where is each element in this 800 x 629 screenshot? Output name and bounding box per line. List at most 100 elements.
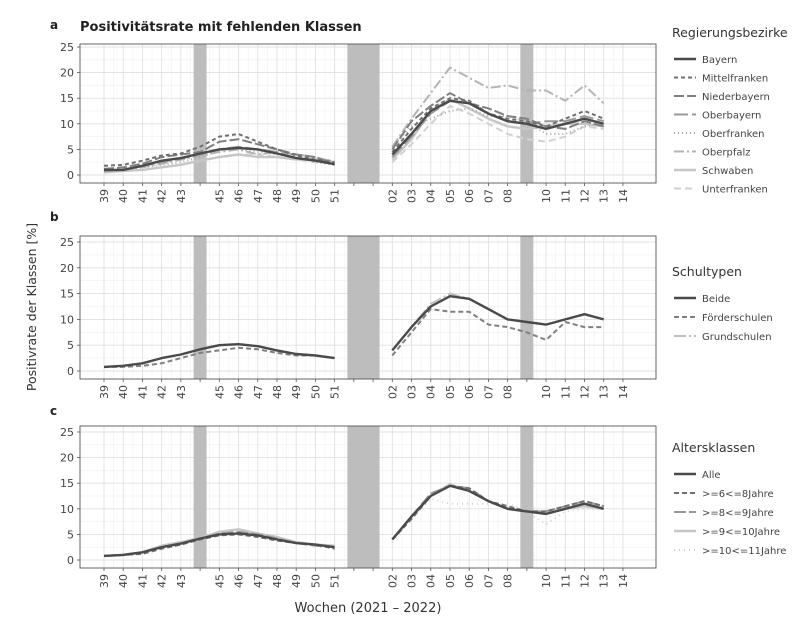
legend-item-label: Schwaben [702, 166, 753, 177]
x-tick-label: 05 [444, 574, 457, 588]
x-tick-label: 42 [156, 385, 169, 399]
series-line [103, 484, 605, 558]
missing-weeks-band [520, 236, 534, 379]
x-tick-label: 51 [329, 574, 342, 588]
series-line [104, 308, 604, 368]
legend-item-label: Oberpfalz [702, 148, 751, 159]
x-tick-label: 49 [290, 574, 303, 588]
x-tick-label: 41 [136, 189, 149, 203]
x-tick-label: 50 [309, 189, 322, 203]
y-tick-label: 0 [67, 365, 74, 378]
x-tick-label: 14 [617, 385, 630, 399]
y-tick-label: 5 [67, 528, 74, 541]
series-line [103, 295, 605, 369]
x-tick-label: 42 [156, 189, 169, 203]
x-tick-label: 10 [540, 385, 553, 399]
panel-letter: c [50, 404, 57, 418]
x-tick-label: 45 [213, 574, 226, 588]
y-tick-label: 15 [60, 92, 74, 105]
missing-weeks-band [520, 426, 534, 568]
y-tick-label: 20 [60, 262, 74, 275]
x-tick-label: 50 [309, 574, 322, 588]
x-tick-label: 06 [463, 385, 476, 399]
legend-item-label: Unterfranken [702, 185, 768, 196]
x-tick-label: 11 [559, 189, 572, 203]
x-tick-label: 03 [406, 189, 419, 203]
x-tick-label: 47 [252, 385, 265, 399]
x-tick-label: 39 [98, 385, 111, 399]
x-tick-label: 41 [136, 385, 149, 399]
x-tick-label: 50 [309, 385, 322, 399]
x-tick-label: 13 [598, 385, 611, 399]
x-tick-label: 42 [156, 574, 169, 588]
x-tick-label: 14 [617, 189, 630, 203]
x-tick-label: 04 [425, 189, 438, 203]
series-line [103, 92, 604, 170]
x-tick-label: 03 [406, 574, 419, 588]
y-tick-label: 10 [60, 503, 74, 516]
x-tick-label: 14 [617, 574, 630, 588]
plot-border [79, 235, 657, 380]
x-tick-label: 02 [386, 574, 399, 588]
legend-item-label: Bayern [702, 55, 737, 66]
x-tick-label: 46 [233, 574, 246, 588]
x-tick-label: 02 [386, 189, 399, 203]
x-tick-label: 43 [175, 385, 188, 399]
x-tick-label: 48 [271, 574, 284, 588]
x-tick-label: 05 [444, 385, 457, 399]
x-tick-label: 43 [175, 574, 188, 588]
y-tick-label: 20 [60, 452, 74, 465]
x-tick-label: 46 [233, 385, 246, 399]
panel-letter: b [50, 210, 59, 224]
missing-weeks-band [347, 44, 380, 183]
legend-item-label: Beide [702, 294, 730, 305]
plot-border [79, 425, 657, 569]
x-tick-label: 06 [463, 189, 476, 203]
series-line [104, 99, 605, 172]
figure-title: Positivitätsrate mit fehlenden Klassen [80, 20, 362, 35]
x-tick-label: 02 [386, 385, 399, 399]
y-tick-label: 10 [60, 118, 74, 131]
y-tick-label: 20 [60, 67, 74, 80]
x-tick-label: 48 [271, 189, 284, 203]
x-tick-label: 08 [502, 189, 515, 203]
y-tick-label: 10 [60, 313, 74, 326]
x-tick-label: 47 [252, 189, 265, 203]
x-tick-label: 40 [117, 189, 130, 203]
y-tick-label: 25 [60, 41, 74, 54]
x-tick-label: 04 [425, 574, 438, 588]
x-tick-label: 08 [502, 574, 515, 588]
x-tick-label: 07 [482, 574, 495, 588]
x-tick-label: 12 [579, 574, 592, 588]
legend-item-label: Oberbayern [702, 111, 761, 122]
legend-item-label: Niederbayern [702, 92, 770, 103]
y-tick-label: 0 [67, 169, 74, 182]
x-tick-label: 12 [579, 385, 592, 399]
x-tick-label: 46 [233, 189, 246, 203]
y-tick-label: 25 [60, 236, 74, 249]
series-line [103, 97, 605, 167]
x-tick-label: 08 [502, 385, 515, 399]
x-tick-label: 10 [540, 574, 553, 588]
y-axis-label: Positivrate der Klassen [%] [24, 223, 39, 391]
x-tick-label: 07 [482, 189, 495, 203]
x-tick-label: 40 [117, 574, 130, 588]
x-tick-label: 39 [98, 189, 111, 203]
legend-title: Regierungsbezirke [672, 25, 788, 40]
x-tick-label: 05 [444, 189, 457, 203]
plot-border [79, 43, 657, 184]
x-tick-label: 07 [482, 385, 495, 399]
x-tick-label: 10 [540, 189, 553, 203]
legend-item-label: Alle [702, 470, 721, 481]
x-tick-label: 04 [425, 385, 438, 399]
legend-item-label: >=10<=11Jahre [702, 546, 786, 557]
x-tick-label: 03 [406, 385, 419, 399]
x-tick-label: 45 [213, 385, 226, 399]
x-tick-label: 45 [213, 189, 226, 203]
legend-item-label: >=9<=10Jahre [702, 527, 780, 538]
legend-title: Schultypen [672, 264, 742, 279]
x-tick-label: 47 [252, 574, 265, 588]
